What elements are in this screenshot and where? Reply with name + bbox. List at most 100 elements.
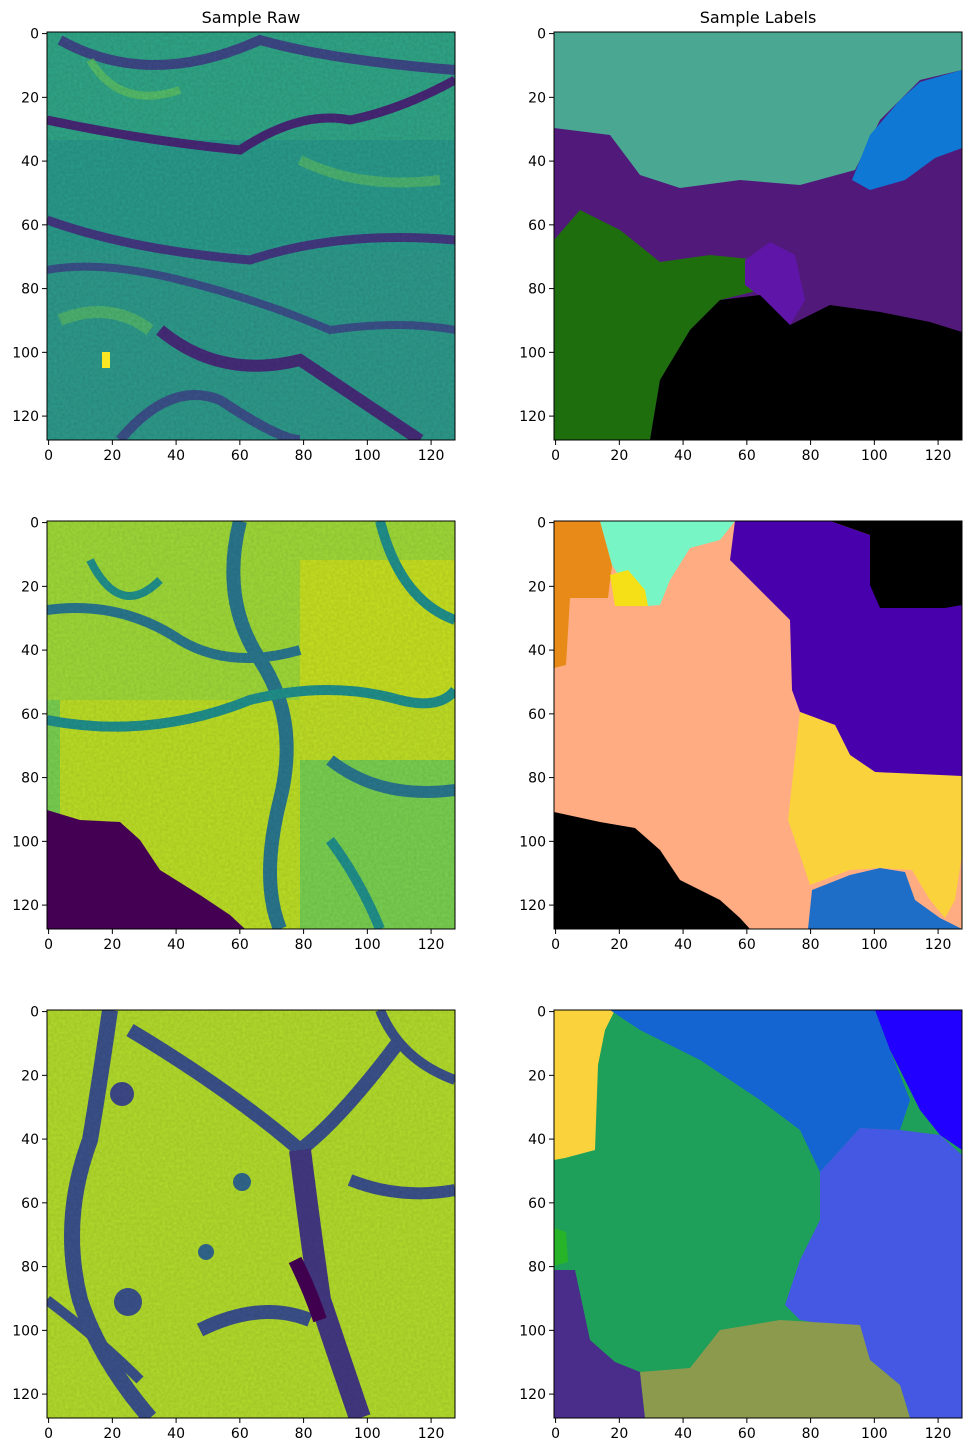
label-region bbox=[610, 570, 648, 606]
x-tick-label: 60 bbox=[738, 1426, 756, 1442]
y-tick-label: 20 bbox=[21, 579, 39, 595]
x-tick-label: 120 bbox=[925, 1426, 952, 1442]
y-tick-label: 60 bbox=[528, 1196, 546, 1212]
y-tick-label: 80 bbox=[21, 282, 39, 298]
axes-frame bbox=[553, 1009, 963, 1419]
x-tick-label: 40 bbox=[167, 448, 185, 464]
y-tick-label: 100 bbox=[519, 834, 546, 850]
label-image-row-3 bbox=[554, 1010, 962, 1418]
y-tick-label: 80 bbox=[528, 1260, 546, 1276]
x-tick-label: 80 bbox=[802, 1426, 820, 1442]
y-tick-label: 40 bbox=[21, 1132, 39, 1148]
x-tick-label: 40 bbox=[674, 1426, 692, 1442]
x-tick-label: 0 bbox=[44, 448, 53, 464]
x-tick-label: 20 bbox=[610, 937, 628, 953]
label-region bbox=[554, 1010, 615, 1160]
y-tick-label: 0 bbox=[30, 27, 39, 43]
x-tick-label: 120 bbox=[418, 1426, 445, 1442]
x-tick-label: 100 bbox=[354, 1426, 381, 1442]
x-tick-label: 20 bbox=[103, 448, 121, 464]
x-tick-label: 0 bbox=[551, 448, 560, 464]
y-tick-label: 80 bbox=[21, 771, 39, 787]
y-tick-label: 120 bbox=[519, 409, 546, 425]
axes-frame bbox=[553, 31, 963, 441]
y-tick-label: 40 bbox=[21, 643, 39, 659]
x-tick-label: 60 bbox=[738, 448, 756, 464]
raw-image-row-3 bbox=[47, 1010, 455, 1418]
y-tick-label: 0 bbox=[30, 1005, 39, 1021]
label-region bbox=[554, 210, 760, 440]
x-tick-label: 100 bbox=[354, 448, 381, 464]
label-region bbox=[554, 812, 750, 929]
x-tick-label: 0 bbox=[44, 1426, 53, 1442]
x-tick-label: 60 bbox=[738, 937, 756, 953]
label-region bbox=[852, 70, 962, 190]
label-region bbox=[640, 1320, 910, 1418]
y-tick-label: 0 bbox=[537, 27, 546, 43]
x-tick-label: 100 bbox=[354, 937, 381, 953]
label-region bbox=[788, 712, 962, 918]
x-tick-label: 40 bbox=[167, 1426, 185, 1442]
y-tick-label: 0 bbox=[537, 516, 546, 532]
label-region bbox=[554, 32, 962, 188]
label-region bbox=[650, 295, 962, 440]
x-tick-label: 100 bbox=[861, 937, 888, 953]
y-tick-label: 120 bbox=[12, 1387, 39, 1403]
label-region bbox=[554, 1228, 568, 1266]
y-tick-label: 80 bbox=[528, 282, 546, 298]
axes-frame bbox=[46, 31, 456, 441]
y-tick-label: 60 bbox=[528, 707, 546, 723]
label-region bbox=[554, 1270, 645, 1418]
y-tick-label: 80 bbox=[528, 771, 546, 787]
axes-frame bbox=[46, 520, 456, 930]
y-tick-label: 100 bbox=[12, 834, 39, 850]
x-tick-label: 120 bbox=[925, 448, 952, 464]
label-region bbox=[745, 242, 805, 325]
x-tick-label: 40 bbox=[674, 448, 692, 464]
label-image-row-2 bbox=[554, 521, 962, 929]
label-region bbox=[785, 1128, 962, 1418]
axes-frame bbox=[553, 520, 963, 930]
x-tick-label: 40 bbox=[674, 937, 692, 953]
y-tick-label: 60 bbox=[21, 707, 39, 723]
y-tick-label: 40 bbox=[528, 1132, 546, 1148]
x-tick-label: 80 bbox=[802, 448, 820, 464]
y-tick-label: 20 bbox=[528, 90, 546, 106]
label-region bbox=[554, 521, 612, 668]
y-tick-label: 120 bbox=[519, 898, 546, 914]
x-tick-label: 0 bbox=[44, 937, 53, 953]
y-tick-label: 40 bbox=[21, 154, 39, 170]
y-tick-label: 100 bbox=[12, 345, 39, 361]
x-tick-label: 80 bbox=[802, 937, 820, 953]
y-tick-label: 100 bbox=[12, 1323, 39, 1339]
y-tick-label: 20 bbox=[21, 90, 39, 106]
x-tick-label: 60 bbox=[231, 1426, 249, 1442]
label-image-row-1 bbox=[554, 32, 962, 440]
x-tick-label: 0 bbox=[551, 937, 560, 953]
label-region bbox=[830, 521, 962, 608]
label-region bbox=[610, 1010, 910, 1172]
y-tick-label: 60 bbox=[528, 218, 546, 234]
column-title-labels: Sample Labels bbox=[700, 8, 817, 27]
x-tick-label: 20 bbox=[103, 937, 121, 953]
x-tick-label: 100 bbox=[861, 448, 888, 464]
y-tick-label: 120 bbox=[12, 409, 39, 425]
raw-image-row-2 bbox=[47, 521, 455, 929]
x-tick-label: 20 bbox=[103, 1426, 121, 1442]
y-tick-label: 80 bbox=[21, 1260, 39, 1276]
x-tick-label: 60 bbox=[231, 937, 249, 953]
x-tick-label: 120 bbox=[925, 937, 952, 953]
x-tick-label: 120 bbox=[418, 448, 445, 464]
y-tick-label: 40 bbox=[528, 643, 546, 659]
y-tick-label: 0 bbox=[30, 516, 39, 532]
label-region bbox=[808, 868, 962, 929]
y-tick-label: 40 bbox=[528, 154, 546, 170]
x-tick-label: 80 bbox=[295, 937, 313, 953]
y-tick-label: 60 bbox=[21, 218, 39, 234]
y-tick-label: 60 bbox=[21, 1196, 39, 1212]
x-tick-label: 80 bbox=[295, 1426, 313, 1442]
x-tick-label: 100 bbox=[861, 1426, 888, 1442]
y-tick-label: 100 bbox=[519, 1323, 546, 1339]
y-tick-label: 0 bbox=[537, 1005, 546, 1021]
